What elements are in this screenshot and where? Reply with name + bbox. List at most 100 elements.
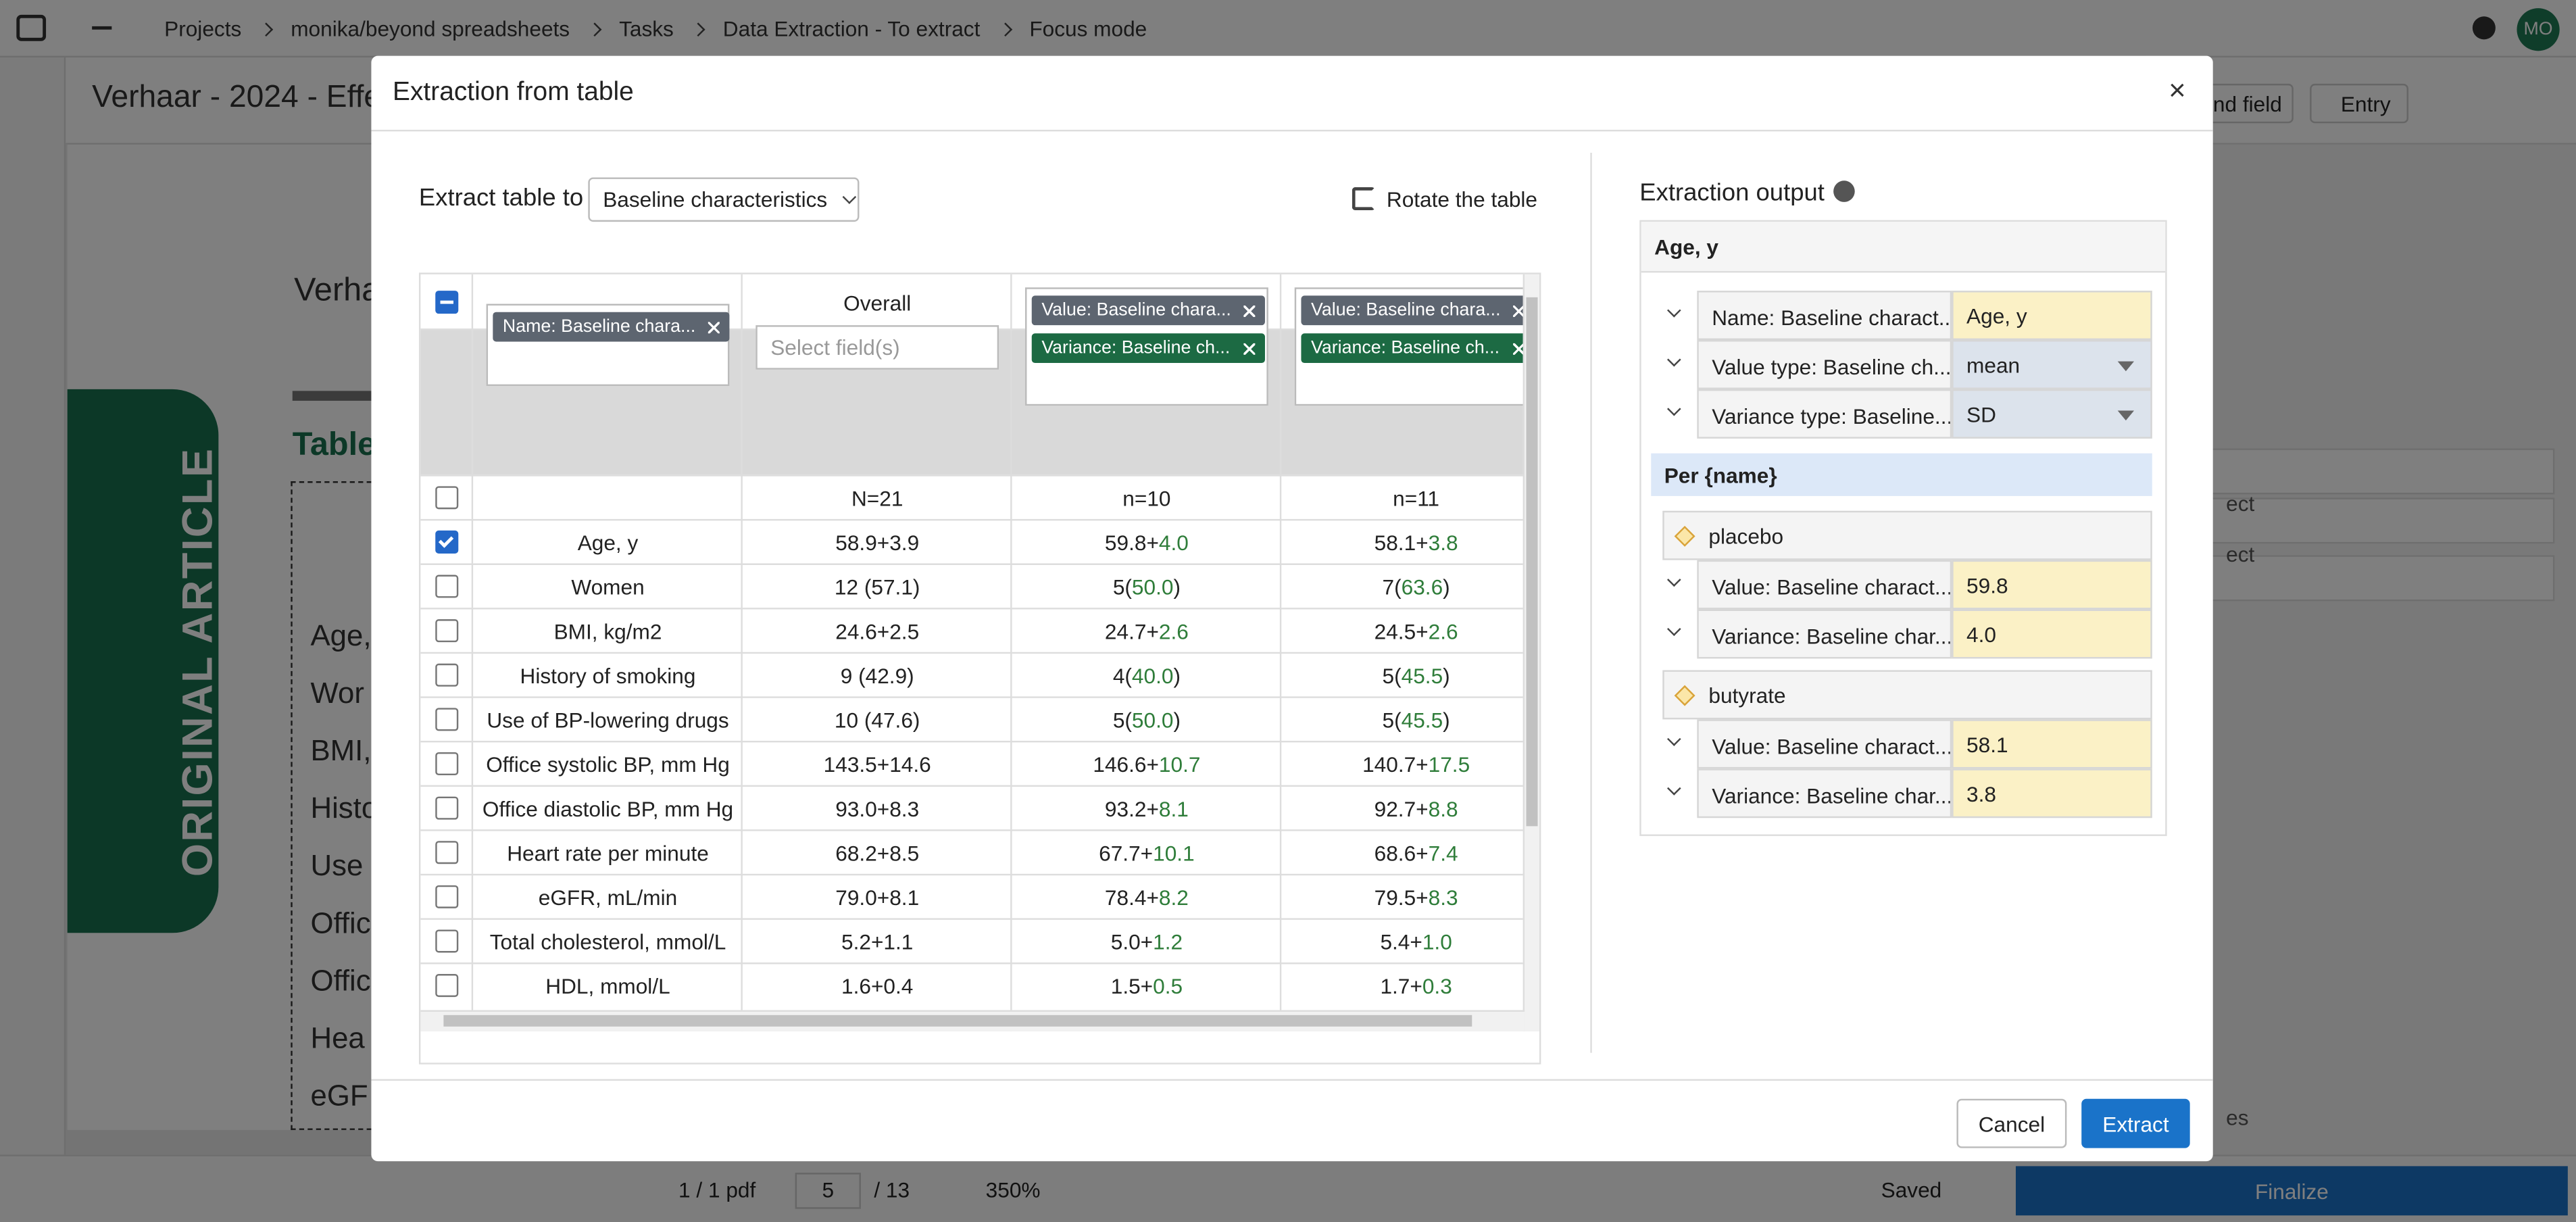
row-checkbox[interactable]	[435, 929, 459, 953]
cell-text: )	[1173, 708, 1181, 733]
cell-text: 1.7+	[1380, 974, 1422, 999]
target-label: Extract table to	[418, 184, 584, 212]
overall-cell: N=21	[851, 486, 903, 511]
rotate-icon[interactable]	[1352, 187, 1375, 211]
placebo-cell: 93.2+ 8.1	[1012, 787, 1282, 831]
variance-value: 50.0	[1131, 575, 1174, 600]
cancel-button[interactable]: Cancel	[1956, 1098, 2067, 1148]
chip-label: Variance: Baseline ch...	[1041, 338, 1231, 358]
overall-cell: 10 (47.6)	[834, 708, 920, 733]
cell-text: )	[1443, 575, 1450, 600]
row-checkbox[interactable]	[435, 663, 459, 687]
minus-sign	[440, 300, 453, 304]
butyrate-cell: 5(45.5)	[1281, 698, 1539, 743]
row-checkbox[interactable]	[435, 974, 459, 998]
panel-divider	[1590, 153, 1592, 1053]
variance-value: 7.4	[1428, 841, 1458, 866]
overall-cell: 24.6+2.5	[835, 619, 920, 644]
mapping-chip[interactable]: Value: Baseline chara...	[1031, 295, 1266, 326]
group-title: Per {name}	[1651, 453, 2152, 496]
variance-value: 45.5	[1401, 663, 1443, 689]
variance-value: 10.7	[1158, 752, 1201, 777]
variance-value: 0.3	[1422, 974, 1452, 999]
row-label: Use of BP-lowering drugs	[487, 708, 729, 733]
row-divider	[420, 785, 1525, 787]
row-checkbox[interactable]	[435, 530, 459, 554]
target-dropdown[interactable]: Baseline characteristics	[588, 177, 860, 222]
scroll-thumb[interactable]	[1526, 297, 1538, 827]
rotate-button[interactable]: Rotate the table	[1386, 187, 1538, 212]
cell-text: )	[1173, 663, 1181, 689]
row-divider	[420, 518, 1525, 521]
select-field-input[interactable]: Select field(s)	[756, 325, 999, 370]
row-checkbox[interactable]	[435, 486, 459, 510]
cell-text: 5.4+	[1380, 929, 1422, 954]
butyrate-cell: 58.1+ 3.8	[1281, 520, 1539, 565]
mapping-chip[interactable]: Variance: Baseline ch...	[1301, 333, 1535, 364]
cell-text: 79.5+	[1374, 885, 1429, 910]
mapping-chip[interactable]: Value: Baseline chara...	[1301, 295, 1535, 326]
row-checkbox[interactable]	[435, 708, 459, 731]
field-value[interactable]: 59.8	[1952, 560, 2152, 610]
variance-value: 63.6	[1401, 575, 1443, 600]
field-value[interactable]: Age, y	[1952, 291, 2152, 341]
chip-label: Value: Baseline chara...	[1311, 300, 1501, 320]
row-checkbox[interactable]	[435, 619, 459, 643]
placebo-cell: 4(40.0)	[1012, 654, 1282, 698]
info-icon[interactable]	[1833, 180, 1855, 202]
scroll-thumb[interactable]	[443, 1015, 1472, 1027]
cell-text: 67.7+	[1099, 841, 1154, 866]
row-divider	[420, 474, 1525, 476]
row-label: Heart rate per minute	[507, 841, 709, 866]
row-divider	[420, 563, 1525, 565]
row-checkbox[interactable]	[435, 575, 459, 598]
mapping-box: Value: Baseline chara... Variance: Baseli…	[1025, 287, 1268, 406]
output-item-header: Age, y	[1641, 222, 2166, 273]
variance-value: 40.0	[1131, 663, 1174, 689]
row-checkbox[interactable]	[435, 841, 459, 864]
field-value[interactable]: 4.0	[1952, 609, 2152, 659]
chip-remove	[1244, 304, 1256, 316]
close-button[interactable]: ×	[2169, 74, 2186, 107]
overall-cell: 5.2+1.1	[841, 929, 914, 954]
placebo-cell: 1.5+ 0.5	[1012, 964, 1282, 1008]
placebo-cell: 146.6+ 10.7	[1012, 742, 1282, 787]
mapping-chip[interactable]: Name: Baseline chara...	[493, 312, 730, 342]
field-label: Variance: Baseline char...	[1697, 609, 1952, 659]
field-select[interactable]: SD	[1952, 389, 2152, 439]
row-checkbox[interactable]	[435, 752, 459, 776]
cell-text: 5(	[1382, 663, 1402, 689]
field-select[interactable]: mean	[1952, 340, 2152, 389]
field-value[interactable]: 58.1	[1952, 719, 2152, 769]
modal: Extraction from table × Extract table to Ba…	[371, 55, 2213, 1162]
select-arrow	[2117, 410, 2135, 421]
butyrate-cell: 79.5+ 8.3	[1281, 875, 1539, 920]
chip-label: Value: Baseline chara...	[1041, 300, 1231, 320]
cell-text: 68.6+	[1374, 841, 1429, 866]
overall-cell: 9 (42.9)	[840, 663, 914, 689]
row-label: eGFR, mL/min	[538, 885, 678, 910]
overall-cell: 68.2+8.5	[835, 841, 920, 866]
row-divider	[420, 696, 1525, 698]
column-divider	[471, 274, 474, 1033]
field-value[interactable]: 3.8	[1952, 768, 2152, 818]
cell-text: 5(	[1112, 708, 1132, 733]
variance-value: 2.6	[1158, 619, 1189, 644]
row-divider	[420, 962, 1525, 964]
extract-button[interactable]: Extract	[2081, 1098, 2190, 1148]
butyrate-cell: 24.5+ 2.6	[1281, 610, 1539, 654]
overall-cell: 58.9+3.9	[835, 530, 920, 556]
field-label: Variance: Baseline char...	[1697, 768, 1952, 818]
dropdown-value: Baseline characteristics	[603, 187, 828, 212]
row-checkbox[interactable]	[435, 885, 459, 908]
placebo-cell: 24.7+ 2.6	[1012, 610, 1282, 654]
row-checkbox[interactable]	[435, 796, 459, 820]
cell-text: 5.0+	[1110, 929, 1154, 954]
overall-cell: 143.5+14.6	[823, 752, 931, 777]
group-header: placebo	[1662, 510, 2152, 560]
mapping-chip[interactable]: Variance: Baseline ch...	[1031, 333, 1265, 364]
chip-remove	[1513, 304, 1525, 316]
overall-cell: 1.6+0.4	[841, 974, 914, 999]
cell-text: 146.6+	[1093, 752, 1159, 777]
field-label: Name: Baseline charact...	[1697, 291, 1952, 341]
